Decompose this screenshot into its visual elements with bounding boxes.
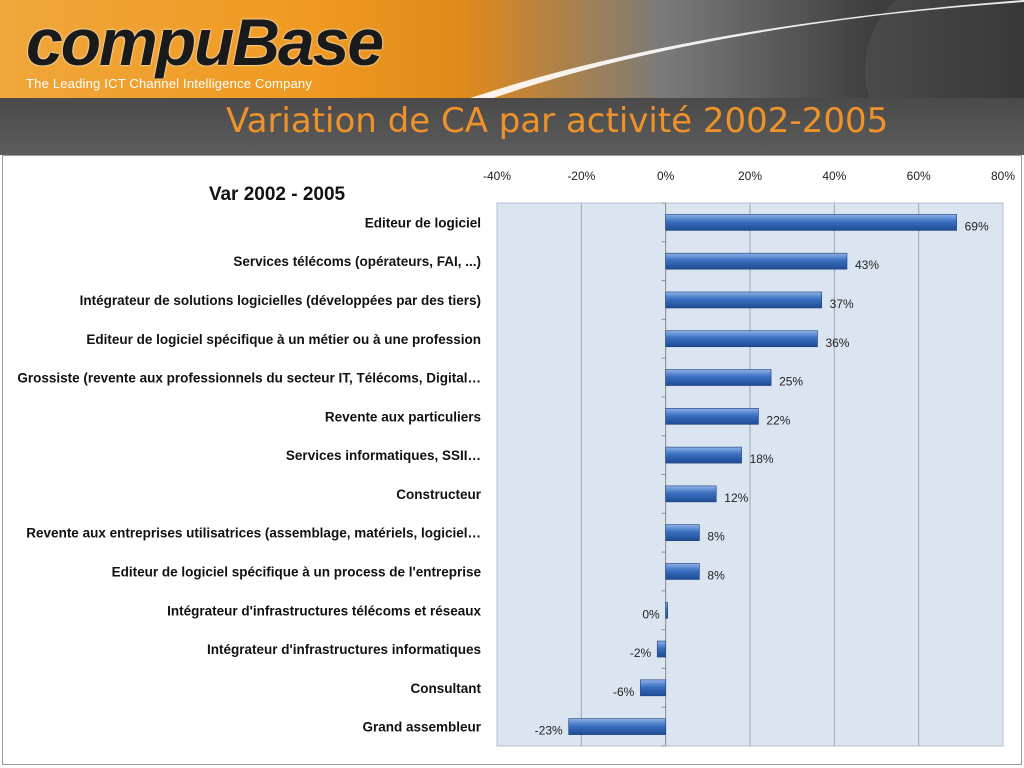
- value-label: 22%: [766, 413, 790, 427]
- bar: [665, 524, 700, 541]
- category-label: Editeur de logiciel: [365, 215, 481, 230]
- x-tick-label: 60%: [907, 169, 931, 183]
- bars: [568, 214, 957, 735]
- bar: [665, 252, 848, 270]
- bar: [656, 640, 666, 658]
- x-tick-label: 20%: [738, 169, 762, 183]
- compubase-logo: compuBase: [26, 5, 384, 79]
- bar: [665, 446, 742, 464]
- category-labels: Editeur de logiciel Services télécoms (op…: [17, 215, 481, 734]
- value-label: 43%: [855, 258, 879, 272]
- value-label: 12%: [724, 491, 748, 505]
- value-label: 8%: [707, 530, 725, 544]
- x-tick-label: -20%: [567, 169, 595, 183]
- value-label: -6%: [613, 685, 635, 699]
- bar: [665, 601, 668, 619]
- x-tick-label: -40%: [483, 169, 511, 183]
- bar: [568, 718, 666, 735]
- bar: [665, 291, 822, 309]
- bar: [665, 485, 717, 503]
- header-band: [0, 98, 1024, 155]
- value-label: 36%: [825, 336, 849, 350]
- category-label: Editeur de logiciel spécifique à un proc…: [112, 564, 482, 579]
- value-label: 69%: [965, 219, 989, 233]
- category-label: Revente aux particuliers: [325, 409, 481, 424]
- bar: [665, 408, 759, 425]
- x-tick-label: 0%: [657, 169, 675, 183]
- category-label: Revente aux entreprises utilisatrices (a…: [26, 526, 481, 541]
- value-labels: 69% 43% 37% 36% 25% 22% 18% 12% 8% 8% 0% -2% -6% -23%: [535, 219, 989, 737]
- value-label: 18%: [750, 452, 774, 466]
- plot-border: [496, 202, 1004, 747]
- bar: [665, 214, 957, 231]
- value-label: 37%: [830, 297, 854, 311]
- category-label: Consultant: [411, 681, 482, 696]
- chart-title: Var 2002 - 2005: [209, 184, 346, 205]
- x-tick-label: 40%: [822, 169, 846, 183]
- value-label: 0%: [642, 607, 660, 621]
- bar: [640, 679, 666, 697]
- logo-tagline: The Leading ICT Channel Intelligence Com…: [26, 76, 313, 91]
- category-label: Services télécoms (opérateurs, FAI, ...): [233, 254, 481, 269]
- slide-title: Variation de CA par activité 2002-2005: [226, 101, 889, 141]
- chart-frame: -40% -20% 0% 20% 40% 60% 80% Var 2002 - 2005 E…: [2, 155, 1022, 765]
- x-axis-ticks: -40% -20% 0% 20% 40% 60% 80%: [483, 169, 1015, 183]
- slide-header: compuBase The Leading ICT Channel Intell…: [0, 0, 1024, 155]
- value-label: -2%: [630, 646, 652, 660]
- bar-chart: -40% -20% 0% 20% 40% 60% 80% Var 2002 - 2005 E…: [17, 169, 1015, 747]
- value-label: 8%: [707, 568, 725, 582]
- category-label: Editeur de logiciel spécifique à un méti…: [86, 332, 481, 347]
- category-label: Services informatiques, SSII…: [286, 448, 481, 463]
- category-label: Intégrateur d'infrastructures télécoms e…: [167, 603, 481, 618]
- category-label: Grand assembleur: [362, 720, 481, 735]
- category-label: Grossiste (revente aux professionnels du…: [17, 371, 481, 386]
- bar: [665, 563, 700, 580]
- category-label: Constructeur: [396, 487, 482, 502]
- value-label: -23%: [535, 724, 563, 738]
- x-tick-label: 80%: [991, 169, 1015, 183]
- value-label: 25%: [779, 375, 803, 389]
- bar: [665, 330, 818, 348]
- bar: [665, 369, 772, 386]
- category-label: Intégrateur d'infrastructures informatiq…: [207, 642, 481, 657]
- category-label: Intégrateur de solutions logicielles (dé…: [80, 293, 481, 308]
